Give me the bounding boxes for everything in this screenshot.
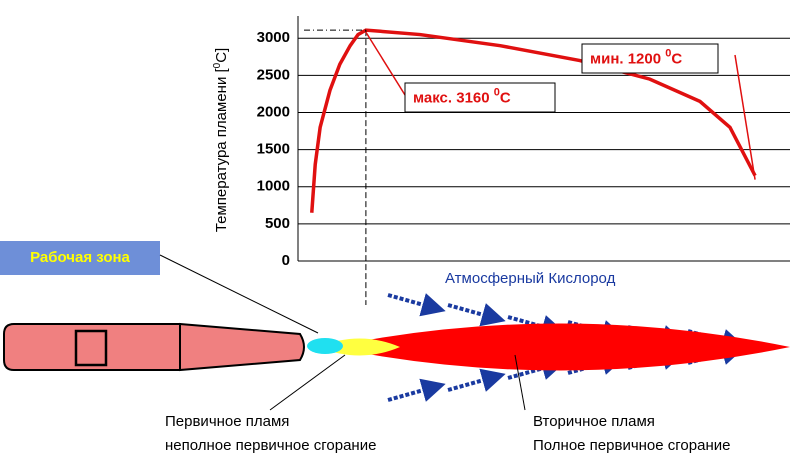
y-tick-label: 1500 [257,141,290,158]
secondary-flame [330,323,790,371]
annotation-part: макс. 3160 [413,89,494,106]
torch-valve [74,329,108,367]
annotation-leader [734,54,756,180]
torch-body [3,323,181,371]
oxygen-label: Атмосферный Кислород [445,270,616,287]
inner-cone [307,338,343,354]
oxygen-arrow [387,378,446,402]
annotation-part: 0 [494,86,500,98]
annotation-box [404,82,556,113]
oxygen-arrow [447,303,506,327]
y-tick-label: 2500 [257,66,290,83]
leader [159,254,319,334]
secondary-label: Полное первичное сгорание [533,437,730,454]
oxygen-arrow [387,293,446,317]
chart: 0 500 1000 1500 2000 2500 3000 Температура плам… [212,16,790,305]
torch-nozzle [179,322,305,372]
annotation-part: мин. 1200 [590,50,665,67]
oxygen-arrow [447,368,506,392]
y-tick-label: 1000 [257,178,290,195]
y-axis-label: Температура пламени [0C] [212,48,230,232]
annotation-box [581,43,719,74]
work-zone-label: Рабочая зона [30,249,130,266]
annotation-part: 0 [665,47,671,59]
y-tick-label: 500 [265,215,290,232]
y-label-part: Температура пламени [ [213,68,230,233]
primary-label: неполное первичное сгорание [165,437,376,454]
y-label-part: C] [213,48,230,63]
annotation: мин. 1200 0C [590,47,682,67]
y-tick-label: 0 [282,252,290,269]
y-tick-label: 2000 [257,103,290,120]
annotation: макс. 3160 0C [413,86,511,106]
work-zone-box [0,241,160,275]
secondary-label: Вторичное пламя [533,413,655,430]
annotation-part: C [671,50,682,67]
annotation-part: C [500,89,511,106]
y-tick-label: 3000 [257,29,290,46]
leader [514,354,526,411]
y-label-part: 0 [212,62,223,68]
leader [269,354,346,411]
annotation-leader [365,31,406,96]
primary-label: Первичное пламя [165,413,289,430]
